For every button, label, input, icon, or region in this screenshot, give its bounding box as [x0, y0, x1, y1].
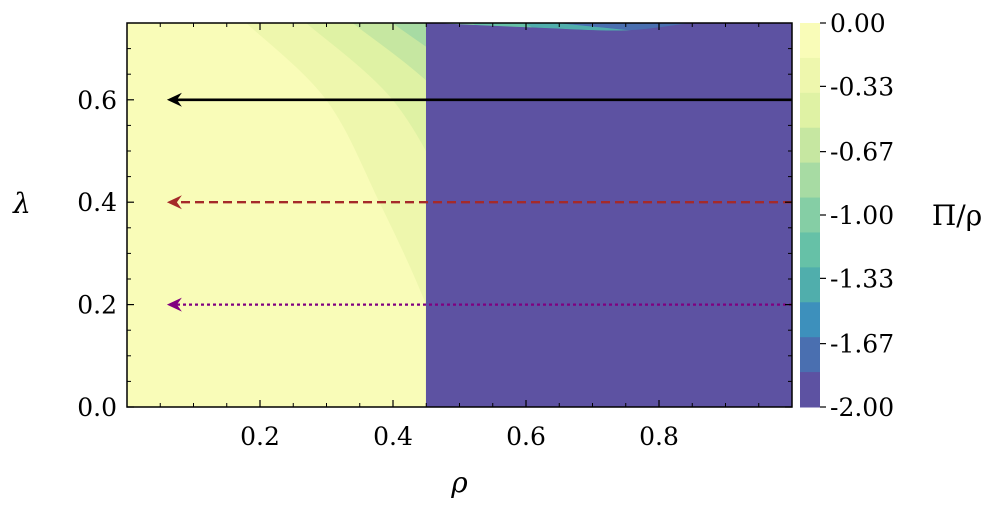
trajectory-lines: [166, 92, 792, 312]
y-axis-label: λ: [12, 187, 31, 220]
x-tick-label: 0.4: [373, 422, 413, 451]
colorbar-segment: [800, 57, 820, 94]
contour-band-10: [425, 23, 792, 407]
colorbar-segment: [800, 302, 820, 338]
y-tick-label: 0.6: [77, 86, 117, 115]
colorbar-label: Π/ρ: [932, 199, 982, 232]
colorbar-segment: [800, 372, 820, 408]
colorbar-segment: [800, 23, 820, 59]
x-tick-label: 0.2: [240, 422, 280, 451]
series-arrowhead-2: [166, 297, 182, 312]
colorbar-tick-label: -1.67: [830, 330, 894, 359]
colorbar-segment: [800, 162, 820, 199]
colorbar-segment: [800, 232, 820, 268]
y-tick-label: 0.4: [77, 188, 117, 217]
x-axis-label: ρ: [450, 466, 468, 499]
colorbar-segment: [800, 197, 820, 233]
x-tick-label: 0.8: [639, 422, 679, 451]
colorbar-tick-label: -0.67: [830, 138, 894, 167]
x-tick-label: 0.6: [506, 422, 546, 451]
axes: 0.2 0.4 0.6 0.8 0.0 0.2 0.4 0.6: [77, 23, 792, 451]
y-tick-label: 0.0: [77, 393, 117, 422]
colorbar-tick-label: -1.00: [830, 201, 894, 230]
y-tick-label: 0.2: [77, 291, 117, 320]
colorbar-tick-label: -0.33: [830, 72, 894, 101]
colorbar-segment: [800, 337, 820, 373]
series-arrowhead-1: [166, 195, 182, 210]
colorbar-tick-label: -1.33: [830, 264, 894, 293]
colorbar: 0.00 -0.33 -0.67 -1.00 -1.33 -1.67 -2.00: [800, 9, 894, 422]
series-arrowhead-0: [166, 92, 182, 107]
colorbar-segment: [800, 127, 820, 164]
colorbar-segment: [800, 267, 820, 303]
colorbar-tick-label: 0.00: [830, 9, 886, 38]
colorbar-tick-label: -2.00: [830, 393, 894, 422]
contour-fills: [127, 23, 792, 407]
colorbar-segment: [800, 92, 820, 129]
